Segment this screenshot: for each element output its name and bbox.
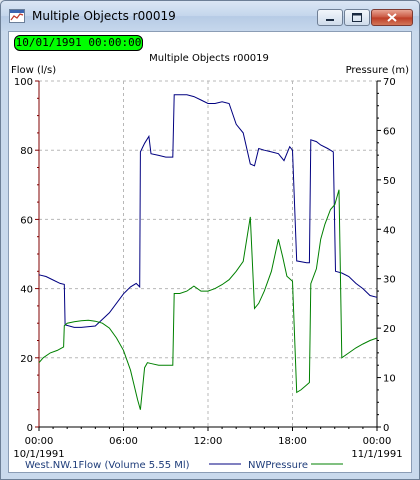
left-tick-label: 20 <box>20 354 33 365</box>
close-button[interactable] <box>371 9 413 26</box>
right-tick-label: 10 <box>383 374 396 385</box>
right-tick-label: 60 <box>383 126 396 137</box>
legend-label-flow: West.NW.1Flow (Volume 5.55 Ml) <box>25 460 190 471</box>
chart-title: Multiple Objects r00019 <box>149 53 269 64</box>
left-tick-label: 60 <box>20 215 33 226</box>
maximize-button[interactable] <box>344 9 370 26</box>
right-axis-label: Pressure (m) <box>346 65 410 76</box>
bottom-tick-label: 06:00 <box>109 436 138 447</box>
tick-labels: 0 20 40 60 80 100 0 10 20 30 40 50 60 70 00:00 10/1/199… <box>13 77 402 460</box>
bottom-date-label: 11/1/1991 <box>351 449 402 460</box>
axes <box>35 80 381 431</box>
bottom-date-label: 10/1/1991 <box>13 449 64 460</box>
bottom-tick-label: 12:00 <box>194 436 223 447</box>
close-icon <box>387 13 397 22</box>
chart-window-icon <box>9 9 25 23</box>
left-tick-label: 0 <box>27 423 33 434</box>
bottom-tick-label: 00:00 <box>363 436 392 447</box>
right-tick-label: 30 <box>383 275 396 286</box>
series-line <box>38 94 378 328</box>
right-tick-label: 0 <box>383 423 389 434</box>
title-bar[interactable]: Multiple Objects r00019 <box>1 1 419 31</box>
bottom-tick-label: 00:00 <box>25 436 54 447</box>
left-axis-label: Flow (l/s) <box>11 65 56 76</box>
grid <box>38 80 378 428</box>
legend: West.NW.1Flow (Volume 5.55 Ml) NWPressure <box>25 460 343 471</box>
left-tick-label: 40 <box>20 285 33 296</box>
legend-label-pressure: NWPressure <box>248 460 308 471</box>
window-title: Multiple Objects r00019 <box>32 9 176 23</box>
bottom-tick-label: 18:00 <box>278 436 307 447</box>
right-tick-label: 20 <box>383 324 396 335</box>
right-tick-label: 40 <box>383 225 396 236</box>
chart-svg: Multiple Objects r00019 Flow (l/s) Press… <box>11 53 410 471</box>
series-line <box>38 189 378 410</box>
left-tick-label: 80 <box>20 146 33 157</box>
minimize-button[interactable] <box>317 9 343 26</box>
series-lines <box>38 94 378 410</box>
maximize-icon <box>352 13 362 22</box>
right-tick-label: 50 <box>383 176 396 187</box>
minimize-icon <box>326 19 334 21</box>
chart-area: 10/01/1991 00:00:00 Multiple Objects r00… <box>8 31 412 473</box>
time-indicator: 10/01/1991 00:00:00 <box>14 35 143 51</box>
left-tick-label: 100 <box>14 77 33 88</box>
right-tick-label: 70 <box>383 77 396 88</box>
